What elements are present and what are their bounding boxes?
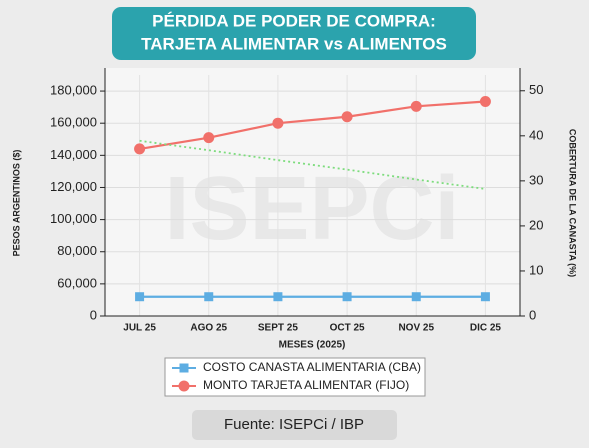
y-tick-label: 100,000 <box>50 211 97 226</box>
x-tick-label: NOV 25 <box>398 323 434 334</box>
legend-marker <box>179 363 189 373</box>
data-point <box>135 292 145 302</box>
chart-title: PÉRDIDA DE PODER DE COMPRA: <box>152 11 436 30</box>
series-line <box>139 100 486 150</box>
data-point <box>204 292 214 302</box>
legend-marker <box>178 380 190 392</box>
x-axis-label: MESES (2025) <box>279 340 346 351</box>
plot-area <box>105 68 520 316</box>
y-tick-label: 80,000 <box>57 243 97 258</box>
y2-tick-label: 30 <box>529 172 543 187</box>
y2-tick-label: 0 <box>529 307 536 322</box>
data-point <box>342 292 352 302</box>
y-axis-label: PESOS ARGENTINOS ($) <box>11 150 21 257</box>
x-tick-label: SEPT 25 <box>258 323 298 334</box>
source: Fuente: ISEPCi / IBP <box>224 416 364 433</box>
data-point <box>410 100 422 112</box>
y2-tick-label: 40 <box>529 127 543 142</box>
x-tick-label: OCT 25 <box>330 323 365 334</box>
y2-tick-label: 10 <box>529 262 543 277</box>
y-tick-label: 160,000 <box>50 115 97 130</box>
data-point <box>273 292 283 302</box>
data-point <box>479 96 491 108</box>
y-tick-label: 120,000 <box>50 179 97 194</box>
y2-axis-label: COBERTURA DE LA CANASTA (%) <box>568 129 578 277</box>
legend-box <box>164 357 426 397</box>
x-tick-label: AGO 25 <box>190 323 227 334</box>
y-tick-label: 140,000 <box>50 147 97 162</box>
y-tick-label: 60,000 <box>57 275 97 290</box>
x-tick-label: JUL 25 <box>123 323 156 334</box>
y-tick-label: 180,000 <box>50 83 97 98</box>
data-point <box>411 292 421 302</box>
y2-tick-label: 20 <box>529 217 543 232</box>
watermark: ISEPCi <box>164 159 459 259</box>
x-tick-label: DIC 25 <box>470 323 502 334</box>
source-box <box>192 410 397 440</box>
chart-title: TARJETA ALIMENTAR vs ALIMENTOS <box>141 34 447 53</box>
data-point <box>203 132 215 144</box>
data-point <box>272 117 284 129</box>
data-point <box>341 111 353 123</box>
data-point <box>480 292 490 302</box>
title-box <box>112 7 476 60</box>
y2-tick-label: 50 <box>529 82 543 97</box>
series-line <box>139 139 486 190</box>
data-point <box>134 143 146 155</box>
y-tick-label: 0 <box>90 307 97 322</box>
legend-label: MONTO TARJETA ALIMENTAR (FIJO) <box>203 378 409 392</box>
legend-label: COSTO CANASTA ALIMENTARIA (CBA) <box>203 360 421 374</box>
